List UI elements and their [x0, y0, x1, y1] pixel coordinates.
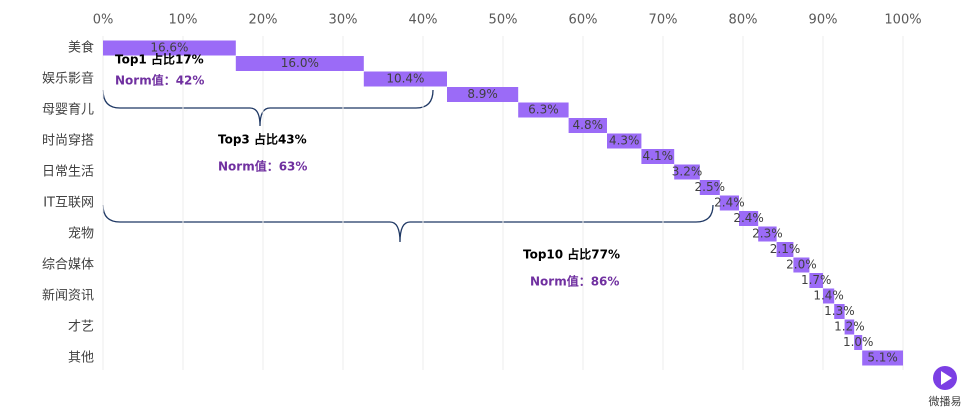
y-tick-label: 综合媒体	[42, 258, 94, 273]
value-label: 16.6%	[150, 41, 188, 55]
brand: 微播易	[929, 394, 962, 408]
bar	[641, 149, 675, 164]
x-tick-label: 0%	[93, 13, 114, 28]
value-label: 3.2%	[672, 165, 703, 179]
y-tick-label: 美食	[68, 40, 94, 56]
annotation-title: Top3 占比43%	[218, 132, 307, 147]
value-label: 4.8%	[573, 118, 604, 132]
annotation-title: Top1 占比17%	[115, 52, 204, 67]
value-label: 2.0%	[786, 258, 817, 272]
x-tick-label: 40%	[409, 13, 438, 28]
y-tick-label: 才艺	[68, 320, 94, 335]
bar	[809, 273, 823, 288]
y-tick-label: 娱乐影音	[42, 71, 94, 87]
annotation-note: Norm值：63%	[218, 159, 307, 174]
x-tick-label: 60%	[569, 13, 598, 28]
bar	[447, 87, 519, 102]
annotation-title: Top10 占比77%	[523, 247, 620, 262]
value-label: 5.1%	[867, 351, 898, 365]
x-tick-label: 80%	[729, 13, 758, 28]
y-tick-label: 宠物	[68, 226, 94, 242]
x-tick-label: 50%	[489, 13, 518, 28]
value-label: 1.0%	[843, 335, 874, 349]
bar	[793, 257, 810, 273]
annotation-note: Norm值：42%	[115, 73, 204, 88]
y-tick-label: IT互联网	[43, 196, 94, 211]
bar	[776, 242, 794, 257]
value-label: 1.7%	[801, 273, 832, 287]
bar	[739, 211, 759, 226]
bar	[607, 133, 642, 149]
value-label: 1.2%	[834, 320, 865, 334]
annotation-note: Norm值：86%	[530, 274, 619, 289]
value-label: 1.3%	[824, 304, 855, 318]
x-tick-label: 70%	[649, 13, 678, 28]
x-tick-label: 10%	[169, 13, 198, 28]
value-label: 2.1%	[770, 242, 801, 256]
value-label: 4.1%	[643, 149, 674, 163]
y-tick-label: 母婴育儿	[42, 102, 94, 118]
x-tick-label: 30%	[329, 13, 358, 28]
bar	[862, 350, 903, 366]
bar	[823, 288, 835, 304]
value-label: 8.9%	[467, 87, 498, 101]
bar	[844, 319, 855, 335]
bar	[719, 195, 739, 211]
y-tick-label: 时尚穿搭	[42, 133, 94, 149]
x-tick-label: 90%	[809, 13, 838, 28]
top10-brace	[102, 204, 714, 243]
y-tick-label: 其他	[68, 351, 94, 366]
value-label: 6.3%	[528, 103, 559, 117]
bar	[363, 71, 447, 87]
x-tick-label: 100%	[884, 13, 921, 28]
value-label: 2.4%	[714, 196, 745, 210]
bar	[235, 56, 364, 71]
y-tick-label: 新闻资讯	[42, 288, 94, 304]
logo: 微播易	[929, 366, 962, 408]
bar	[834, 304, 845, 319]
value-label: 4.3%	[609, 134, 640, 148]
y-tick-label: 日常生活	[42, 165, 94, 180]
x-tick-label: 20%	[249, 13, 278, 28]
value-label: 10.4%	[386, 72, 424, 86]
bar	[568, 118, 607, 133]
value-label: 1.4%	[813, 289, 844, 303]
value-label: 16.0%	[281, 56, 319, 70]
value-label: 2.3%	[752, 227, 783, 241]
bar	[518, 102, 569, 118]
value-label: 2.4%	[733, 211, 764, 225]
value-label: 2.5%	[695, 180, 726, 194]
bar	[758, 226, 777, 242]
bar	[854, 335, 863, 350]
bar	[674, 164, 700, 180]
bar	[699, 180, 720, 195]
bar	[103, 40, 236, 56]
top3-brace	[102, 89, 434, 127]
